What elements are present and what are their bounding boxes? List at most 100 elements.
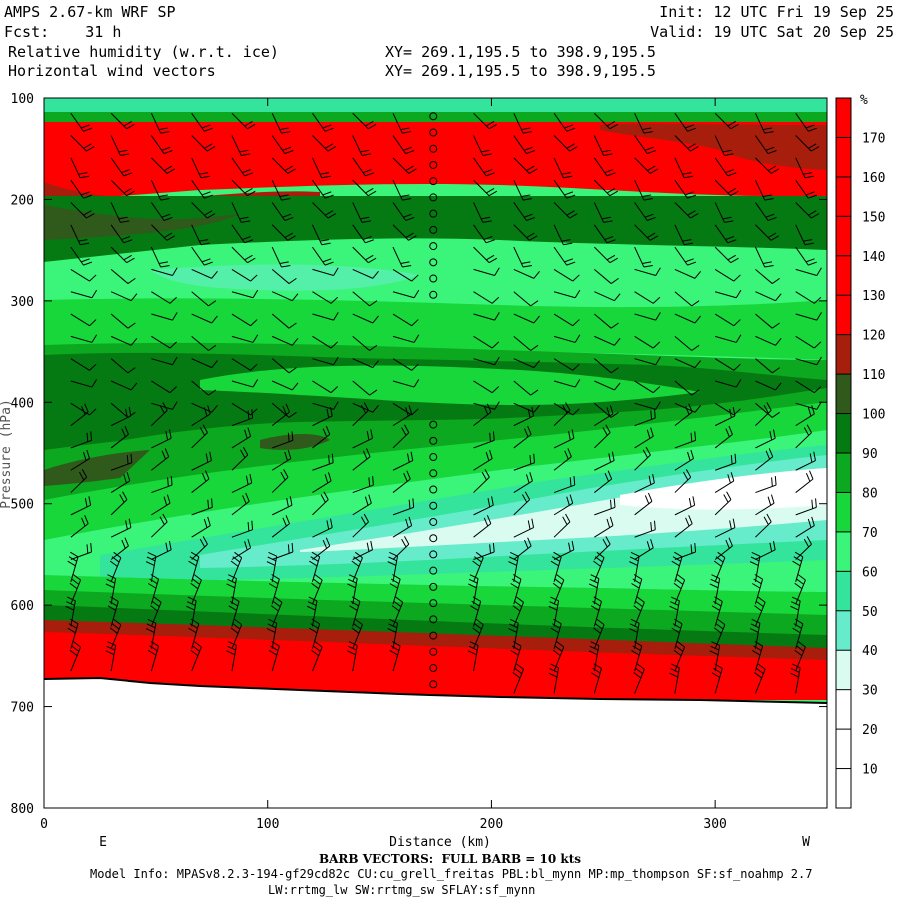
calm-wind-circle [429,664,438,673]
wind-barb-flag [271,574,280,580]
wind-barb-flag [71,645,80,652]
wind-barb-flag [325,537,331,547]
wind-barb-shaft [352,358,374,369]
wind-barb-flag [772,540,776,550]
wind-barb-flag [794,582,803,590]
wind-barb-flag [81,124,90,129]
colorbar-swatch-3 [836,650,851,690]
wind-barb-shaft [513,268,535,279]
wind-barb-flag [594,556,603,563]
wind-barb-flag [775,293,782,301]
wind-barb-shaft [271,380,293,391]
wind-barb-flag [596,551,605,559]
wind-barb-flag [231,596,240,602]
wind-barb-flag [122,491,128,500]
wind-barb-shaft [674,380,693,396]
wind-barb-flag [172,401,178,410]
wind-barb-flag [230,560,239,567]
wind-barb-shaft [191,380,209,396]
wind-barb-flag [405,232,414,238]
wind-barb-flag [764,131,774,134]
wind-barb-flag [393,600,402,608]
wind-barb-flag [763,404,769,414]
wind-barb-flag [369,344,378,351]
wind-barb-flag [84,403,89,413]
y-tick-label-800: 800 [11,802,34,817]
wind-barb-flag [247,257,256,264]
wind-barb-flag [166,494,171,504]
wind-barb-flag [728,425,733,435]
wind-barb-flag [69,649,78,657]
wind-barb-flag [682,239,692,242]
wind-barb-flag [69,582,78,590]
wind-barb-flag [797,574,806,581]
wind-barb-flag [321,175,331,179]
wind-barb-flag [322,124,332,129]
calm-wind-circle [429,242,438,251]
rh-band-upper-red [44,122,827,197]
calm-wind-circle [429,501,438,510]
wind-barb-flag [516,663,524,670]
wind-barb-flag [165,542,169,552]
wind-barb-flag [606,172,616,177]
wind-barb-flag [791,668,800,673]
wind-barb-flag [529,455,532,465]
wind-barb-shaft [191,358,212,369]
wind-barb-flag [120,220,130,223]
wind-barb-flag [633,605,642,612]
wind-barb-flag [106,578,116,584]
wind-barb-flag [730,123,739,130]
wind-barb-flag [805,124,815,129]
calm-wind-circle [429,582,438,591]
wind-barb-flag [566,210,575,216]
wind-barb-flag [83,210,92,216]
wind-barb-flag [291,382,299,391]
wind-barb-flag [690,213,699,219]
wind-barb-flag [200,242,210,246]
wind-barb-flag [330,518,333,528]
wind-barb-flag [268,618,277,624]
wind-barb-flag [252,379,259,388]
wind-barb-flag [606,254,616,261]
wind-barb-flag [727,254,736,261]
wind-barb-flag [268,551,277,557]
wind-barb-flag [208,389,217,396]
wind-barb-flag [589,645,599,651]
wind-barb-flag [574,334,581,343]
wind-barb-flag [190,649,199,657]
field-label-rh: Relative humidity (w.r.t. ice) [8,43,279,61]
wind-barb-flag [735,379,742,388]
wind-barb-flag [288,411,297,418]
wind-barb-flag [791,663,801,669]
wind-barb-flag [206,213,216,219]
wind-barb-flag [123,254,132,261]
wind-barb-flag [757,596,766,603]
wind-barb-flag [483,236,493,241]
wind-barb-flag [127,277,136,284]
wind-barb-flag [709,650,719,656]
wind-barb-flag [162,513,168,523]
wind-barb-flag [717,551,726,559]
wind-barb-flag [645,446,651,456]
wind-barb-flag [324,210,334,216]
calm-wind-circle [429,128,438,137]
wind-barb-flag [636,663,645,670]
wind-barb-flag [190,618,200,625]
wind-barb-flag [388,623,397,629]
wind-barb-flag [755,667,764,675]
wind-barb-flag [250,319,258,327]
wind-barb-flag [285,403,290,413]
wind-barb-flag [488,123,498,130]
colorbar-label-130: 130 [862,289,885,304]
wind-barb-flag [614,382,621,391]
wind-barb-flag [107,574,116,579]
wind-barb-flag [113,551,122,559]
wind-barb-flag [370,540,373,550]
wind-barb-flag [123,172,133,177]
wind-barb-flag [89,319,97,327]
colorbar-swatch-14 [836,216,851,256]
wind-barb-flag [687,194,697,199]
wind-barb-flag [724,153,734,156]
wind-barb-flag [282,406,287,415]
wind-barb-shaft [151,313,173,321]
